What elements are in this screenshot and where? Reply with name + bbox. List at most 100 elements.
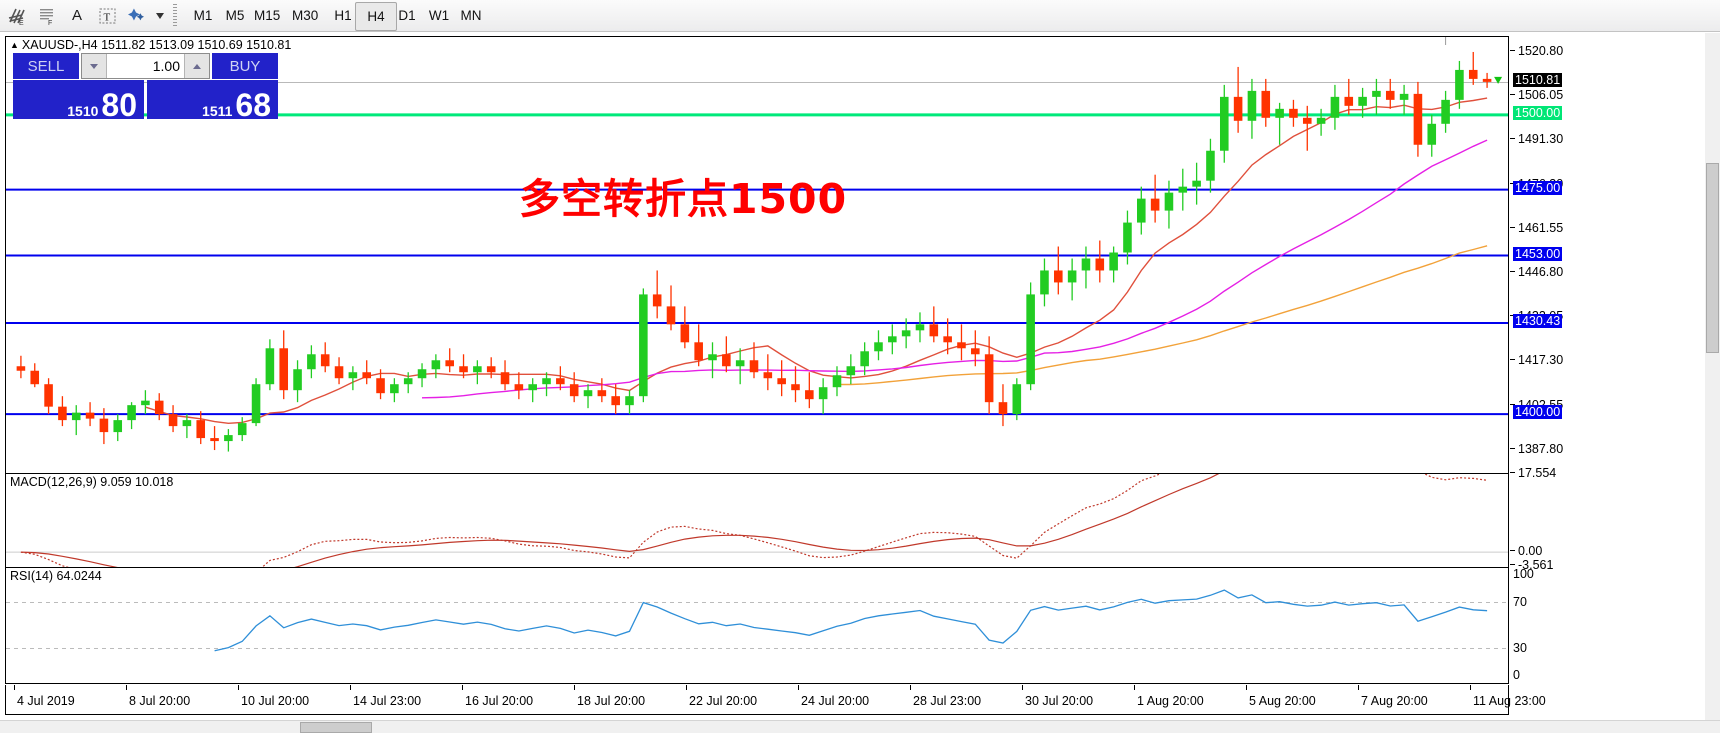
time-tick-mark bbox=[1246, 685, 1247, 690]
toolbar-separator bbox=[173, 4, 177, 27]
indicators-icon[interactable]: E bbox=[4, 3, 32, 28]
chart-symbol-header: ▲ XAUUSD-,H4 1511.82 1513.09 1510.69 1510… bbox=[10, 38, 291, 52]
templates-icon[interactable]: F bbox=[34, 3, 62, 28]
rsi-tick-label: 70 bbox=[1513, 594, 1527, 609]
chart-canvas[interactable]: ▲ XAUUSD-,H4 1511.82 1513.09 1510.69 1510… bbox=[5, 36, 1509, 684]
caret-up-icon bbox=[193, 63, 201, 69]
rsi-pane[interactable]: RSI(14) 64.0244 bbox=[6, 568, 1508, 683]
price-level-label[interactable]: 1475.00 bbox=[1513, 180, 1563, 195]
time-tick-label: 24 Jul 20:00 bbox=[801, 694, 870, 708]
time-tick-label: 18 Jul 20:00 bbox=[577, 694, 646, 708]
time-tick-mark bbox=[1022, 685, 1023, 690]
price-axis[interactable]: 1520.801506.051491.301476.301461.551446.… bbox=[1510, 36, 1715, 684]
time-tick-mark bbox=[798, 685, 799, 690]
macd-tick-label: 0.00 bbox=[1510, 544, 1542, 558]
caret-down-icon bbox=[90, 63, 98, 69]
sell-price-pips: 80 bbox=[101, 87, 137, 123]
vertical-scrollbar-thumb[interactable] bbox=[1706, 163, 1719, 353]
macd-tick-label: -3.561 bbox=[1510, 558, 1553, 572]
time-tick-label: 14 Jul 23:00 bbox=[353, 694, 422, 708]
svg-text:E: E bbox=[19, 20, 24, 26]
rsi-title: RSI(14) 64.0244 bbox=[10, 569, 102, 583]
svg-text:F: F bbox=[48, 20, 52, 26]
price-tick: 1446.80 bbox=[1510, 265, 1563, 279]
time-tick-mark bbox=[910, 685, 911, 690]
time-tick-label: 10 Jul 20:00 bbox=[241, 694, 310, 708]
price-level-label[interactable]: 1510.81 bbox=[1513, 73, 1563, 88]
timeframe-mn[interactable]: MN bbox=[460, 8, 482, 23]
price-tick: 1417.30 bbox=[1510, 353, 1563, 367]
dropdown-caret-icon[interactable] bbox=[152, 3, 168, 28]
timeframe-h1[interactable]: H1 bbox=[334, 8, 352, 23]
time-tick-mark bbox=[462, 685, 463, 690]
trade-controls-row: SELL 1.00 BUY bbox=[13, 53, 278, 79]
rsi-tick-label: 0 bbox=[1513, 668, 1520, 682]
price-series-svg bbox=[6, 37, 1508, 452]
timeframe-w1[interactable]: W1 bbox=[428, 8, 450, 23]
text-icon[interactable]: A bbox=[71, 7, 82, 24]
macd-title: MACD(12,26,9) 9.059 10.018 bbox=[10, 475, 174, 489]
time-tick-mark bbox=[14, 685, 15, 690]
time-tick-label: 22 Jul 20:00 bbox=[689, 694, 758, 708]
timeframe-m30[interactable]: M30 bbox=[292, 8, 319, 23]
time-tick-mark bbox=[686, 685, 687, 690]
rsi-tick-label: 100 bbox=[1513, 567, 1534, 581]
price-tick: 1520.80 bbox=[1510, 44, 1563, 58]
price-level-label[interactable]: 1500.00 bbox=[1513, 105, 1563, 120]
sell-price-quote[interactable]: 1510 80 bbox=[13, 80, 144, 123]
time-tick-label: 5 Aug 20:00 bbox=[1249, 694, 1316, 708]
horizontal-scrollbar[interactable] bbox=[0, 720, 1720, 733]
timeframe-d1[interactable]: D1 bbox=[398, 8, 416, 23]
time-tick-label: 4 Jul 2019 bbox=[17, 694, 75, 708]
buy-price-prefix: 1511 bbox=[202, 103, 233, 119]
time-tick-label: 28 Jul 23:00 bbox=[913, 694, 982, 708]
objects-icon[interactable] bbox=[124, 3, 152, 28]
volume-input[interactable]: 1.00 bbox=[81, 53, 210, 79]
time-axis[interactable]: 4 Jul 2019 8 Jul 20:00 10 Jul 20:00 14 Jul … bbox=[5, 685, 1546, 715]
time-tick-mark bbox=[1470, 685, 1471, 690]
volume-value[interactable]: 1.00 bbox=[152, 58, 180, 74]
sell-button[interactable]: SELL bbox=[13, 53, 79, 79]
chart-header-text: XAUUSD-,H4 1511.82 1513.09 1510.69 1510.… bbox=[21, 38, 292, 52]
macd-series-svg bbox=[6, 474, 1508, 567]
rsi-series-svg bbox=[6, 589, 1508, 652]
price-tick: 1506.05 bbox=[1510, 88, 1563, 102]
time-tick-mark bbox=[350, 685, 351, 690]
chart-annotation-text: 多空转折点1500 bbox=[519, 175, 848, 223]
time-tick-label: 11 Aug 23:00 bbox=[1473, 694, 1546, 708]
buy-button[interactable]: BUY bbox=[212, 53, 278, 79]
main-toolbar: E F A T M1 M5 M15 M30 H1 H4 D1 bbox=[0, 0, 1720, 32]
time-tick-mark bbox=[1358, 685, 1359, 690]
volume-decrease-button[interactable] bbox=[82, 54, 107, 78]
time-tick-mark bbox=[126, 685, 127, 690]
collapse-triangle-icon[interactable]: ▲ bbox=[10, 40, 19, 50]
time-tick-mark bbox=[1134, 685, 1135, 690]
time-tick-label: 16 Jul 20:00 bbox=[465, 694, 534, 708]
one-click-trading-panel[interactable]: SELL 1.00 BUY 1510 80 151 bbox=[13, 53, 278, 123]
vertical-scrollbar[interactable] bbox=[1705, 33, 1720, 720]
time-tick-label: 30 Jul 20:00 bbox=[1025, 694, 1094, 708]
text-label-icon[interactable]: T bbox=[94, 3, 122, 28]
price-tick: 1387.80 bbox=[1510, 442, 1563, 456]
time-tick-label: 7 Aug 20:00 bbox=[1361, 694, 1428, 708]
price-tick: 1461.55 bbox=[1510, 221, 1563, 235]
horizontal-scrollbar-thumb[interactable] bbox=[300, 722, 372, 733]
buy-price-quote[interactable]: 1511 68 bbox=[147, 80, 278, 121]
macd-pane[interactable]: MACD(12,26,9) 9.059 10.018 bbox=[6, 474, 1508, 568]
sell-price-prefix: 1510 bbox=[67, 103, 99, 119]
time-tick-label: 8 Jul 20:00 bbox=[129, 694, 191, 708]
chart-frame: ▲ XAUUSD-,H4 1511.82 1513.09 1510.69 1510… bbox=[5, 36, 1715, 721]
volume-increase-button[interactable] bbox=[184, 54, 209, 78]
price-level-label[interactable]: 1400.00 bbox=[1513, 405, 1563, 420]
timeframe-m5[interactable]: M5 bbox=[225, 8, 245, 23]
time-tick-mark bbox=[574, 685, 575, 690]
time-tick-mark bbox=[238, 685, 239, 690]
price-level-label[interactable]: 1430.43 bbox=[1513, 314, 1563, 329]
price-level-label[interactable]: 1453.00 bbox=[1513, 246, 1563, 261]
rsi-tick-label: 30 bbox=[1513, 640, 1527, 655]
timeframe-m15[interactable]: M15 bbox=[254, 8, 281, 23]
timeframe-h4[interactable]: H4 bbox=[355, 2, 397, 31]
svg-text:T: T bbox=[104, 11, 111, 23]
timeframe-m1[interactable]: M1 bbox=[193, 8, 213, 23]
